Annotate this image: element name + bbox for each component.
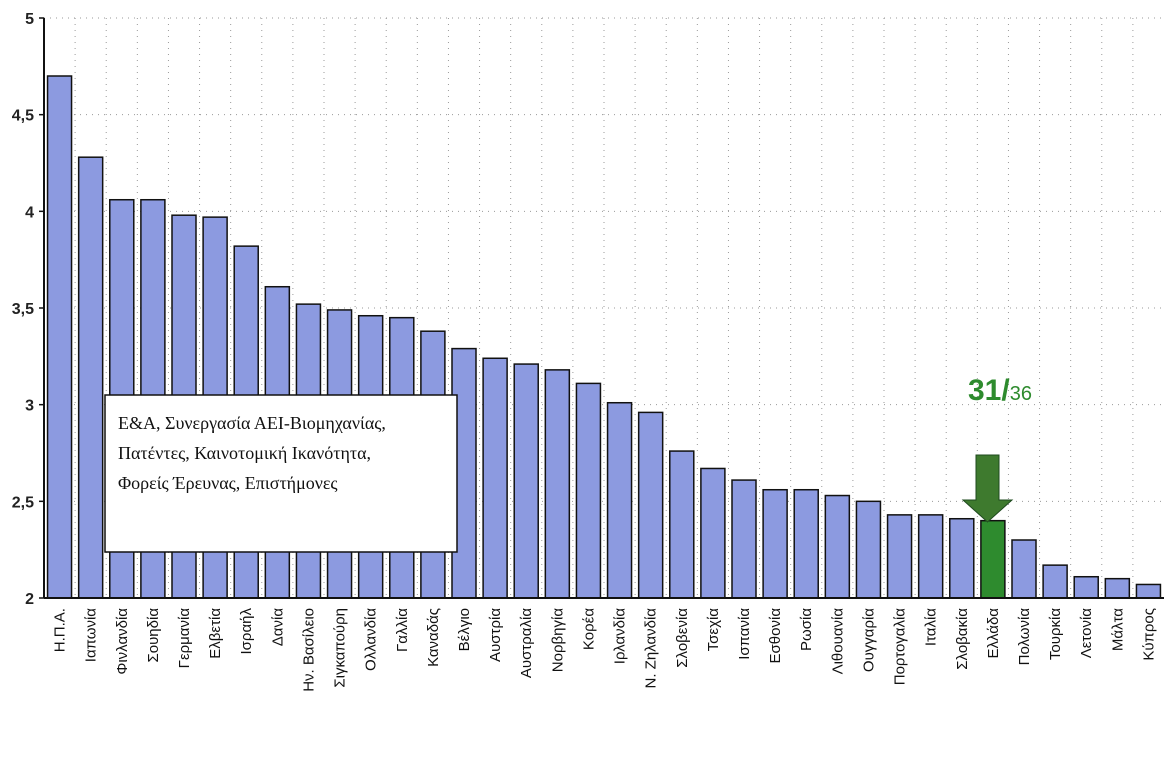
bar bbox=[762, 488, 788, 599]
y-tick-labels: 2 2,5 3 3,5 4 4,5 5 bbox=[12, 11, 34, 608]
x-category-label: Πορτογαλία bbox=[892, 608, 909, 686]
bar bbox=[949, 517, 975, 599]
y-tick-label: 2,5 bbox=[12, 494, 34, 511]
x-category-label: Ελλάδα bbox=[985, 608, 1002, 659]
annotation-note-box: Ε&Α, Συνεργασία ΑΕΙ-Βιομηχανίας, Πατέντε… bbox=[104, 394, 458, 553]
bar bbox=[77, 156, 104, 599]
y-tick-label: 3,5 bbox=[12, 301, 34, 318]
x-category-label: Λιθουανία bbox=[829, 608, 846, 675]
x-category-label: Ιταλία bbox=[923, 608, 940, 646]
bar bbox=[513, 363, 539, 599]
bar bbox=[544, 369, 571, 599]
x-category-label: Ην. Βασίλειο bbox=[300, 608, 317, 692]
bar bbox=[1011, 539, 1037, 599]
x-category-label: Ιαπωνία bbox=[83, 608, 100, 663]
rank-text: 31/36 bbox=[968, 374, 1032, 407]
x-category-label: Σλοβακία bbox=[954, 608, 971, 670]
x-category-label: Κορέα bbox=[580, 608, 597, 650]
x-category-label: Ελβετία bbox=[207, 608, 224, 659]
axes bbox=[39, 17, 1164, 599]
bar bbox=[731, 479, 757, 599]
note-line-1: Ε&Α, Συνεργασία ΑΕΙ-Βιομηχανίας, bbox=[118, 413, 386, 433]
x-category-label: Καναδάς bbox=[425, 608, 442, 667]
x-category-label: Κύπρος bbox=[1140, 608, 1157, 661]
bar bbox=[1042, 564, 1068, 599]
rank-sub: 36 bbox=[1010, 383, 1032, 405]
bar bbox=[1073, 575, 1099, 599]
x-category-label: Σλοβενία bbox=[674, 608, 691, 668]
x-category-label: Ρωσία bbox=[798, 608, 815, 651]
rank-annotation: 31/36 bbox=[961, 374, 1032, 523]
x-category-label: Ισραήλ bbox=[238, 608, 255, 655]
y-tick-label: 5 bbox=[25, 11, 34, 28]
x-category-label: Ν. Ζηλανδία bbox=[643, 608, 660, 689]
bar-highlight bbox=[980, 519, 1006, 599]
x-category-label: Τουρκία bbox=[1047, 608, 1064, 660]
x-category-label: Γερμανία bbox=[176, 608, 193, 669]
gridlines bbox=[44, 17, 1164, 598]
bar bbox=[793, 488, 819, 599]
bar bbox=[669, 450, 695, 599]
x-category-label: Μάλτα bbox=[1109, 608, 1126, 651]
bar bbox=[855, 500, 882, 599]
bar bbox=[637, 411, 664, 599]
x-category-label: Λετονία bbox=[1078, 608, 1095, 659]
y-tick-label: 3 bbox=[25, 398, 34, 415]
x-category-label: Σουηδία bbox=[145, 608, 162, 663]
x-category-label: Πολωνία bbox=[1016, 608, 1033, 666]
bar bbox=[575, 382, 602, 599]
y-tick-label: 4,5 bbox=[12, 108, 34, 125]
bar bbox=[606, 401, 633, 599]
x-category-label: Γαλλία bbox=[394, 608, 411, 652]
x-category-label: Η.Π.Α. bbox=[52, 608, 69, 652]
down-arrow-icon bbox=[961, 454, 1014, 523]
bar bbox=[1135, 583, 1162, 599]
x-category-label: Νορβηγία bbox=[549, 608, 566, 673]
bar bbox=[700, 467, 726, 599]
y-tick-label: 2 bbox=[25, 591, 34, 608]
x-category-label: Εσθονία bbox=[767, 608, 784, 664]
x-category-label: Τσεχία bbox=[705, 608, 722, 652]
x-category-label: Δανία bbox=[269, 608, 286, 647]
bar bbox=[917, 514, 944, 599]
bar bbox=[482, 357, 508, 599]
y-tick-label: 4 bbox=[25, 204, 34, 221]
x-category-label: Αυστραλία bbox=[518, 608, 535, 678]
x-category-label: Σιγκαπούρη bbox=[332, 608, 349, 688]
note-line-2: Πατέντες, Καινοτομική Ικανότητα, bbox=[118, 443, 371, 463]
x-category-label: Ισπανία bbox=[736, 608, 753, 660]
bar bbox=[886, 514, 913, 599]
x-category-label: Ουγγαρία bbox=[860, 608, 877, 672]
bar bbox=[46, 75, 73, 599]
x-category-label: Βέλγιο bbox=[456, 608, 473, 651]
x-category-label: Ιρλανδία bbox=[612, 608, 629, 665]
bar bbox=[1104, 577, 1131, 599]
x-category-label: Φινλανδία bbox=[114, 608, 131, 675]
x-category-label: Ολλανδία bbox=[363, 608, 380, 671]
rank-main: 31/ bbox=[968, 374, 1010, 407]
x-category-label: Αυστρία bbox=[487, 608, 504, 662]
note-line-3: Φορείς Έρευνας, Επιστήμονες bbox=[118, 473, 338, 493]
bar bbox=[824, 494, 851, 599]
x-category-labels: Η.Π.Α. Ιαπωνία Φινλανδία Σουηδία Γερμανία Ελβ… bbox=[52, 608, 1158, 692]
